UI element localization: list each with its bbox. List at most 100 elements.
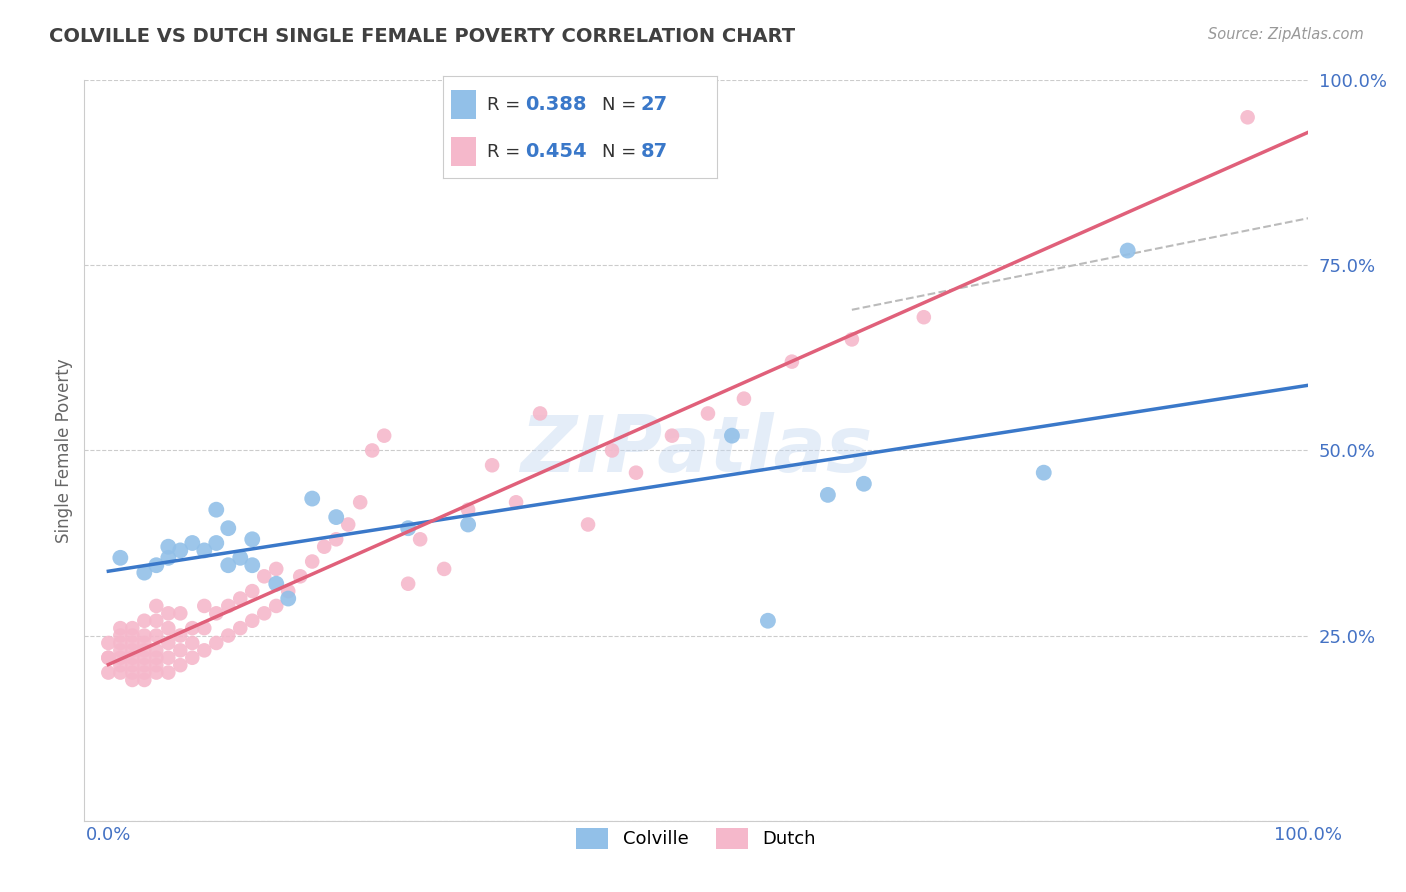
Text: 0.388: 0.388 [526, 95, 586, 114]
Point [1236, 111, 1258, 125]
Text: N =: N = [602, 143, 643, 161]
Point [134, 643, 156, 657]
Text: R =: R = [486, 143, 526, 161]
Point [624, 466, 647, 480]
Point [134, 628, 156, 642]
Point [217, 599, 239, 613]
Point [290, 569, 312, 583]
Point [229, 621, 252, 635]
Point [110, 621, 132, 635]
Point [361, 443, 384, 458]
Point [396, 521, 419, 535]
Point [134, 614, 156, 628]
Point [912, 310, 935, 325]
Point [121, 650, 143, 665]
Text: N =: N = [602, 95, 643, 113]
Point [110, 643, 132, 657]
Point [433, 562, 456, 576]
Point [325, 533, 347, 547]
Point [121, 673, 143, 687]
Text: 87: 87 [640, 142, 668, 161]
Point [817, 488, 839, 502]
Point [349, 495, 371, 509]
Point [145, 650, 167, 665]
Point [121, 628, 143, 642]
Point [205, 636, 228, 650]
Point [110, 628, 132, 642]
Point [217, 558, 239, 573]
Point [600, 443, 623, 458]
Point [505, 495, 527, 509]
Point [121, 658, 143, 673]
Point [110, 636, 132, 650]
Point [253, 607, 276, 621]
Point [134, 636, 156, 650]
Point [373, 428, 395, 442]
Point [301, 491, 323, 506]
Point [277, 584, 299, 599]
Point [121, 643, 143, 657]
Point [852, 476, 875, 491]
Point [169, 607, 191, 621]
Point [181, 650, 204, 665]
Point [301, 555, 323, 569]
Point [409, 533, 432, 547]
Point [229, 550, 252, 565]
Point [240, 614, 263, 628]
Point [169, 643, 191, 657]
Y-axis label: Single Female Poverty: Single Female Poverty [55, 359, 73, 542]
Point [181, 636, 204, 650]
Point [134, 566, 156, 580]
Point [134, 658, 156, 673]
Point [217, 628, 239, 642]
Point [264, 576, 287, 591]
Text: ZIPatlas: ZIPatlas [520, 412, 872, 489]
Point [240, 558, 263, 573]
Text: Source: ZipAtlas.com: Source: ZipAtlas.com [1208, 27, 1364, 42]
Point [457, 517, 479, 532]
Point [169, 658, 191, 673]
Point [145, 658, 167, 673]
Point [253, 569, 276, 583]
Point [457, 502, 479, 516]
Point [110, 665, 132, 680]
Legend: Colville, Dutch: Colville, Dutch [568, 821, 824, 856]
Point [181, 621, 204, 635]
Point [314, 540, 336, 554]
Point [217, 521, 239, 535]
Point [145, 558, 167, 573]
Point [193, 599, 215, 613]
Point [157, 621, 180, 635]
Point [97, 665, 120, 680]
Point [157, 650, 180, 665]
Point [240, 533, 263, 547]
Point [733, 392, 755, 406]
Point [157, 550, 180, 565]
Point [121, 636, 143, 650]
Point [121, 665, 143, 680]
Point [756, 614, 779, 628]
Point [277, 591, 299, 606]
Point [1116, 244, 1139, 258]
Point [205, 536, 228, 550]
Point [97, 636, 120, 650]
Point [576, 517, 599, 532]
Point [157, 665, 180, 680]
FancyBboxPatch shape [451, 137, 475, 166]
Point [481, 458, 503, 473]
Point [97, 650, 120, 665]
Point [134, 665, 156, 680]
Point [110, 550, 132, 565]
Point [110, 650, 132, 665]
Point [240, 584, 263, 599]
Point [169, 543, 191, 558]
Point [145, 643, 167, 657]
Point [157, 540, 180, 554]
Text: R =: R = [486, 95, 526, 113]
Point [145, 599, 167, 613]
Point [264, 599, 287, 613]
Point [396, 576, 419, 591]
Point [181, 536, 204, 550]
Point [134, 650, 156, 665]
Point [134, 673, 156, 687]
